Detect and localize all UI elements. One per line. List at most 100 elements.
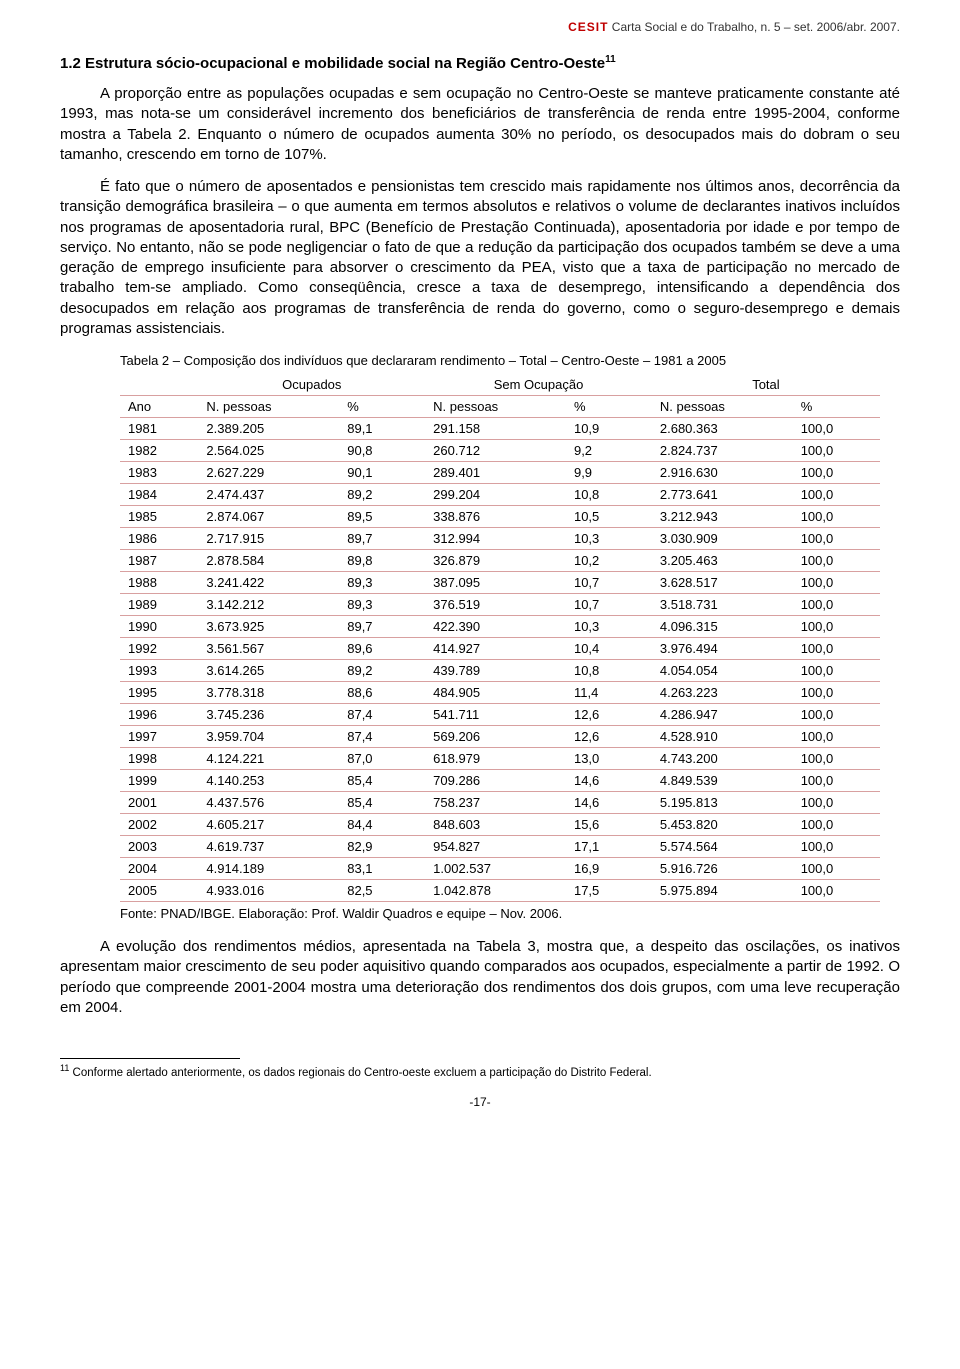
table-cell: 82,5 xyxy=(339,880,425,902)
table-cell: 10,5 xyxy=(566,506,652,528)
table-cell: 89,8 xyxy=(339,550,425,572)
table-row: 19953.778.31888,6484.90511,44.263.223100… xyxy=(120,682,880,704)
table-cell: 100,0 xyxy=(793,704,880,726)
section-heading: Estrutura sócio-ocupacional e mobilidade… xyxy=(85,55,605,72)
table-cell: 87,0 xyxy=(339,748,425,770)
table-cell: 569.206 xyxy=(425,726,566,748)
col-header: Ano xyxy=(120,396,198,418)
table-row: 19973.959.70487,4569.20612,64.528.910100… xyxy=(120,726,880,748)
table-cell: 90,8 xyxy=(339,440,425,462)
table-cell: 312.994 xyxy=(425,528,566,550)
table-cell: 1990 xyxy=(120,616,198,638)
table-cell: 90,1 xyxy=(339,462,425,484)
table-cell: 2.474.437 xyxy=(198,484,339,506)
table-cell: 2.717.915 xyxy=(198,528,339,550)
table-row: 19994.140.25385,4709.28614,64.849.539100… xyxy=(120,770,880,792)
table-cell: 3.673.925 xyxy=(198,616,339,638)
table-cell: 10,9 xyxy=(566,418,652,440)
table-cell: 3.518.731 xyxy=(652,594,793,616)
table-cell: 13,0 xyxy=(566,748,652,770)
table-cell: 376.519 xyxy=(425,594,566,616)
table-cell: 4.528.910 xyxy=(652,726,793,748)
table-cell: 3.959.704 xyxy=(198,726,339,748)
footnote-text: Conforme alertado anteriormente, os dado… xyxy=(73,1067,652,1079)
table-cell: 387.095 xyxy=(425,572,566,594)
group-blank xyxy=(120,374,198,396)
table-row: 19984.124.22187,0618.97913,04.743.200100… xyxy=(120,748,880,770)
table-cell: 12,6 xyxy=(566,704,652,726)
table-cell: 1983 xyxy=(120,462,198,484)
table-row: 20054.933.01682,51.042.87817,55.975.8941… xyxy=(120,880,880,902)
table-cell: 83,1 xyxy=(339,858,425,880)
table-cell: 87,4 xyxy=(339,726,425,748)
table-cell: 100,0 xyxy=(793,792,880,814)
footnote-number: 11 xyxy=(60,1063,69,1073)
col-header: N. pessoas xyxy=(652,396,793,418)
table-cell: 3.628.517 xyxy=(652,572,793,594)
table-cell: 3.142.212 xyxy=(198,594,339,616)
table-cell: 84,4 xyxy=(339,814,425,836)
logo-text: CESIT xyxy=(568,20,608,34)
table-row: 20044.914.18983,11.002.53716,95.916.7261… xyxy=(120,858,880,880)
table-cell: 5.975.894 xyxy=(652,880,793,902)
footnote-separator xyxy=(60,1058,240,1059)
table-body: 19812.389.20589,1291.15810,92.680.363100… xyxy=(120,418,880,902)
table-cell: 4.437.576 xyxy=(198,792,339,814)
table-cell: 2004 xyxy=(120,858,198,880)
table-cell: 89,3 xyxy=(339,572,425,594)
table-group-header-row: Ocupados Sem Ocupação Total xyxy=(120,374,880,396)
table-cell: 89,7 xyxy=(339,616,425,638)
section-title: 1.2 Estrutura sócio-ocupacional e mobili… xyxy=(60,54,900,72)
table-cell: 1988 xyxy=(120,572,198,594)
table-cell: 1989 xyxy=(120,594,198,616)
table-cell: 100,0 xyxy=(793,660,880,682)
table-cell: 4.933.016 xyxy=(198,880,339,902)
table-cell: 1.002.537 xyxy=(425,858,566,880)
table-cell: 3.212.943 xyxy=(652,506,793,528)
table-cell: 2.916.630 xyxy=(652,462,793,484)
table-cell: 10,3 xyxy=(566,528,652,550)
table-cell: 1993 xyxy=(120,660,198,682)
table-cell: 4.054.054 xyxy=(652,660,793,682)
page-number: -17- xyxy=(60,1095,900,1109)
table-cell: 1984 xyxy=(120,484,198,506)
table-row: 19923.561.56789,6414.92710,43.976.494100… xyxy=(120,638,880,660)
table-cell: 100,0 xyxy=(793,770,880,792)
table-cell: 85,4 xyxy=(339,770,425,792)
table-cell: 1998 xyxy=(120,748,198,770)
footnote: 11 Conforme alertado anteriormente, os d… xyxy=(60,1063,900,1081)
table-cell: 4.849.539 xyxy=(652,770,793,792)
table-row: 20034.619.73782,9954.82717,15.574.564100… xyxy=(120,836,880,858)
table-cell: 3.205.463 xyxy=(652,550,793,572)
table-cell: 5.453.820 xyxy=(652,814,793,836)
table-cell: 11,4 xyxy=(566,682,652,704)
table-cell: 3.561.567 xyxy=(198,638,339,660)
table-cell: 4.286.947 xyxy=(652,704,793,726)
table-cell: 14,6 xyxy=(566,792,652,814)
group-ocupados: Ocupados xyxy=(198,374,425,396)
table-cell: 9,9 xyxy=(566,462,652,484)
section-number: 1.2 xyxy=(60,55,81,72)
table-cell: 3.976.494 xyxy=(652,638,793,660)
table-row: 19933.614.26589,2439.78910,84.054.054100… xyxy=(120,660,880,682)
table-row: 19872.878.58489,8326.87910,23.205.463100… xyxy=(120,550,880,572)
table-cell: 89,3 xyxy=(339,594,425,616)
table-row: 19893.142.21289,3376.51910,73.518.731100… xyxy=(120,594,880,616)
table-cell: 89,6 xyxy=(339,638,425,660)
table-cell: 1982 xyxy=(120,440,198,462)
table-cell: 1987 xyxy=(120,550,198,572)
table-cell: 100,0 xyxy=(793,836,880,858)
table-cell: 100,0 xyxy=(793,616,880,638)
table-cell: 4.605.217 xyxy=(198,814,339,836)
table-cell: 14,6 xyxy=(566,770,652,792)
table-cell: 291.158 xyxy=(425,418,566,440)
table-cell: 3.614.265 xyxy=(198,660,339,682)
table-cell: 3.778.318 xyxy=(198,682,339,704)
table-cell: 4.124.221 xyxy=(198,748,339,770)
paragraph-1: A proporção entre as populações ocupadas… xyxy=(60,84,900,165)
table-cell: 2003 xyxy=(120,836,198,858)
table-cell: 484.905 xyxy=(425,682,566,704)
table-cell: 618.979 xyxy=(425,748,566,770)
table-cell: 709.286 xyxy=(425,770,566,792)
table-cell: 1999 xyxy=(120,770,198,792)
